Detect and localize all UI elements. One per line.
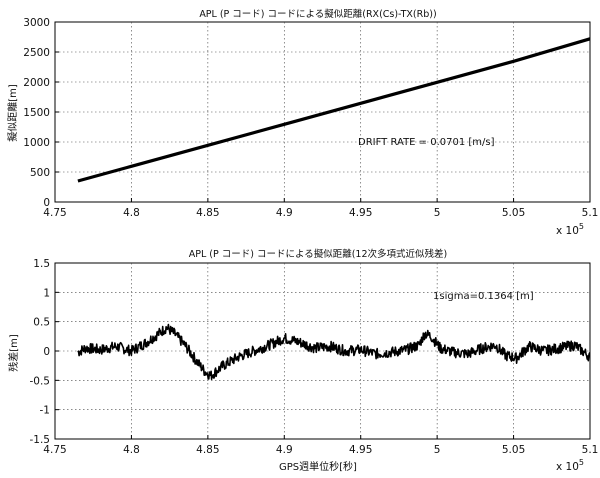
chart-top-y-tick-label: 1500 — [23, 107, 50, 119]
chart-top-title: APL (P コード) コードによる擬似距離(RX(Cs)-TX(Rb)) — [199, 8, 436, 20]
chart-bottom-x-tick-label: 5.1 — [582, 444, 599, 456]
chart-top-x-tick-label: 4.95 — [349, 207, 372, 219]
chart-top-y-tick-label: 0 — [43, 197, 50, 209]
chart-bottom-y-ticks: -1.5 -1 -0.5 0 0.5 1 1.5 — [30, 258, 59, 446]
chart-bottom-x-tick-label: 4.85 — [196, 444, 219, 456]
chart-top-x-tick-label: 4.75 — [43, 207, 66, 219]
chart-bottom-x-multiplier: x 105 — [556, 458, 584, 473]
chart-top-x-tick-label: 4.9 — [276, 207, 293, 219]
chart-bottom: APL (P コード) コードによる擬似距離(12次多項式近似残差) 4.75 4… — [7, 248, 598, 473]
chart-top: APL (P コード) コードによる擬似距離(RX(Cs)-TX(Rb)) 4.… — [6, 8, 598, 237]
chart-bottom-x-tick-label: 4.95 — [349, 444, 372, 456]
chart-bottom-y-tick-label: 0 — [43, 346, 50, 358]
chart-top-y-tick-label: 1000 — [23, 137, 50, 149]
chart-bottom-y-tick-label: 1.5 — [33, 258, 50, 270]
chart-bottom-x-ticks: 4.75 4.8 4.85 4.9 4.95 5 5.05 5.1 — [43, 435, 598, 456]
chart-bottom-annotation: 1sigma=0.1364 [m] — [433, 291, 534, 302]
chart-bottom-x-axis-label: GPS週単位秒[秒] — [279, 460, 357, 473]
chart-top-y-axis-label: 擬似距離[m] — [6, 84, 19, 142]
chart-bottom-y-tick-label: 1 — [43, 287, 50, 299]
chart-bottom-y-tick-label: -1.5 — [30, 434, 51, 446]
chart-top-grid — [55, 22, 590, 202]
chart-top-x-ticks: 4.75 4.8 4.85 4.9 4.95 5 5.05 5.1 — [43, 198, 598, 219]
chart-bottom-title: APL (P コード) コードによる擬似距離(12次多項式近似残差) — [189, 248, 447, 260]
chart-top-y-ticks: 0 500 1000 1500 2000 2500 3000 — [23, 17, 59, 209]
chart-top-annotation: DRIFT RATE = 0.0701 [m/s] — [358, 137, 495, 148]
chart-bottom-x-tick-label: 4.8 — [123, 444, 140, 456]
chart-bottom-x-tick-label: 5 — [434, 444, 441, 456]
chart-top-x-tick-label: 4.8 — [123, 207, 140, 219]
chart-bottom-y-axis-label: 残差[m] — [7, 334, 20, 372]
chart-bottom-y-tick-label: 0.5 — [33, 317, 50, 329]
chart-top-y-tick-label: 3000 — [23, 17, 50, 29]
chart-top-y-tick-label: 2000 — [23, 77, 50, 89]
chart-bottom-x-tick-label: 4.9 — [276, 444, 293, 456]
chart-bottom-y-tick-label: -1 — [40, 405, 50, 417]
chart-top-x-tick-label: 5.1 — [582, 207, 599, 219]
chart-bottom-y-tick-label: -0.5 — [30, 375, 51, 387]
chart-top-series-line — [77, 37, 591, 183]
chart-top-y-tick-label: 2500 — [23, 47, 50, 59]
chart-top-x-tick-label: 5 — [434, 207, 441, 219]
chart-bottom-x-tick-label: 4.75 — [43, 444, 66, 456]
chart-top-y-tick-label: 500 — [30, 167, 50, 179]
chart-top-x-tick-label: 5.05 — [502, 207, 525, 219]
chart-top-x-tick-label: 4.85 — [196, 207, 219, 219]
chart-bottom-series-line — [77, 323, 591, 380]
chart-bottom-x-tick-label: 5.05 — [502, 444, 525, 456]
chart-top-x-multiplier: x 105 — [556, 222, 584, 237]
